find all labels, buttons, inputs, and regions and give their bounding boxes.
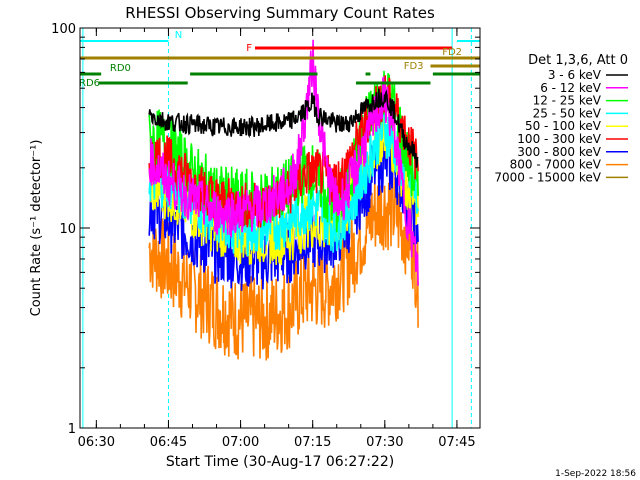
y-tick-label: 10 bbox=[59, 222, 76, 237]
legend-entry-label: 25 - 50 keV bbox=[533, 106, 602, 120]
annotation-layer: N F FD2 FD3 RD0 RD6 bbox=[79, 30, 480, 89]
legend-entry-label: 100 - 300 keV bbox=[517, 132, 601, 146]
annotation-label: F bbox=[246, 43, 252, 54]
annotation-label: N bbox=[175, 30, 182, 41]
legend-entry-label: 6 - 12 keV bbox=[540, 81, 602, 95]
series-line bbox=[148, 88, 419, 169]
annotation-label: FD2 bbox=[442, 47, 462, 58]
legend-title: Det 1,3,6, Att 0 bbox=[528, 53, 628, 68]
series-layer bbox=[148, 39, 419, 361]
annotation-label: RD0 bbox=[110, 63, 131, 74]
y-tick-label: 1 bbox=[68, 422, 76, 437]
y-tick-label: 100 bbox=[51, 22, 76, 37]
legend-entry-label: 800 - 7000 keV bbox=[510, 158, 602, 172]
x-tick-label: 06:45 bbox=[150, 435, 187, 450]
series-line bbox=[148, 39, 419, 286]
legend-entry-label: 7000 - 15000 keV bbox=[494, 170, 601, 184]
annotation-label: RD6 bbox=[79, 78, 100, 89]
annotation-label: FD3 bbox=[404, 61, 424, 72]
x-tick-label: 07:00 bbox=[222, 435, 259, 450]
x-tick-label: 07:15 bbox=[294, 435, 331, 450]
legend-entry-label: 50 - 100 keV bbox=[525, 119, 602, 133]
legend-entry-label: 300 - 800 keV bbox=[517, 145, 601, 159]
legend-entry-label: 12 - 25 keV bbox=[533, 94, 602, 108]
axes: 06:30 06:45 07:00 07:15 07:30 07:45 1 10 100 bbox=[51, 22, 480, 450]
x-tick-label: 07:30 bbox=[366, 435, 403, 450]
x-tick-label: 07:45 bbox=[438, 435, 475, 450]
legend-entry-label: 3 - 6 keV bbox=[548, 68, 602, 82]
footer-date: 1-Sep-2022 18:56 bbox=[555, 469, 636, 479]
x-axis-label: Start Time (30-Aug-17 06:27:22) bbox=[166, 454, 394, 470]
chart-title: RHESSI Observing Summary Count Rates bbox=[125, 4, 435, 22]
y-axis-label: Count Rate (s⁻¹ detector⁻¹) bbox=[29, 140, 44, 317]
x-tick-label: 06:30 bbox=[78, 435, 115, 450]
